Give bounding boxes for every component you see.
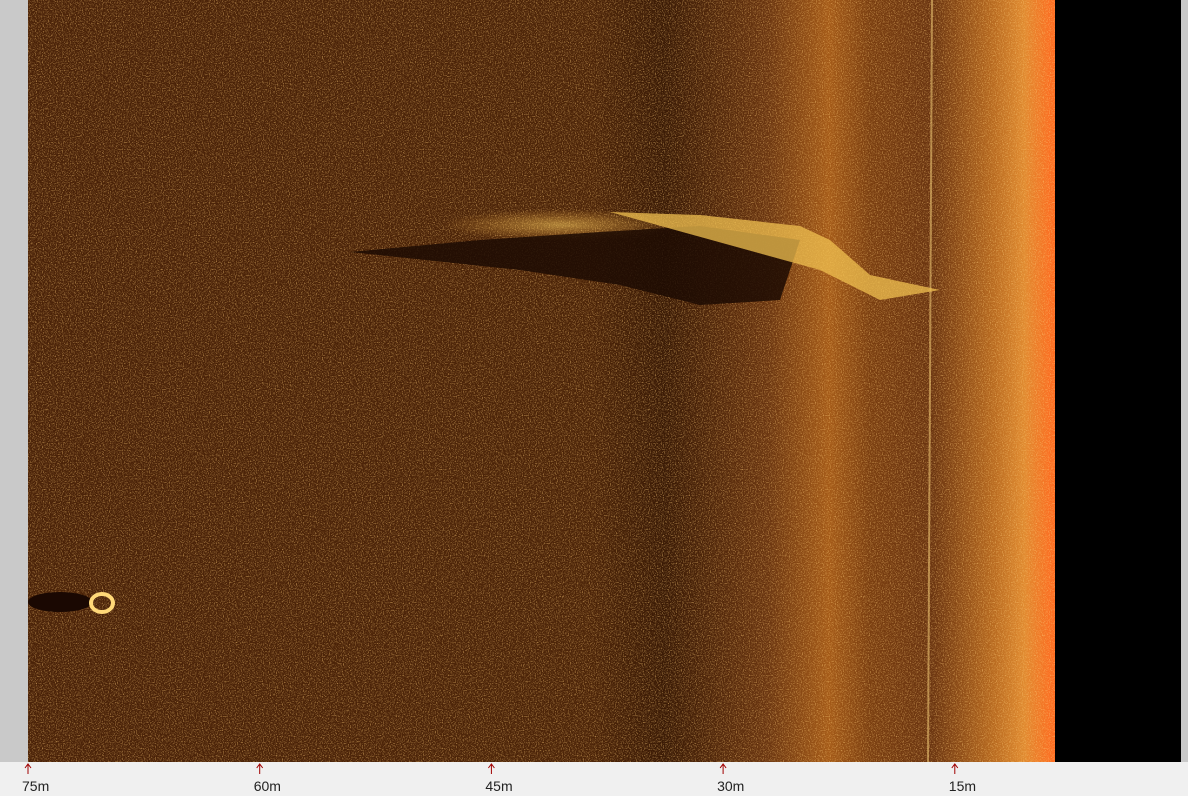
- range-scale: [0, 762, 1188, 796]
- right-border: [1181, 0, 1188, 762]
- sonar-window: 75m 60m 45m 30m 15m: [0, 0, 1188, 796]
- tick-label: 45m: [485, 778, 512, 794]
- water-column: [1055, 0, 1181, 762]
- tick-label: 15m: [949, 778, 976, 794]
- sonar-speckle: [28, 0, 1055, 762]
- tick-label: 60m: [254, 778, 281, 794]
- page: 75m60m45m30m15m (() => { const data = JS…: [0, 0, 1188, 796]
- left-border: [0, 0, 28, 762]
- object-shadow: [28, 592, 92, 612]
- tick-label: 30m: [717, 778, 744, 794]
- tick-label: 75m: [22, 778, 49, 794]
